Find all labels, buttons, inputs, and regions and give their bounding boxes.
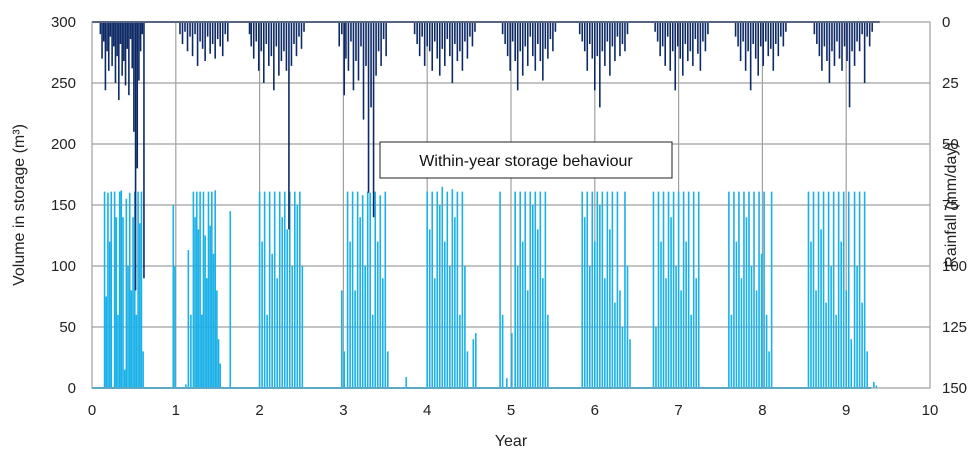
y-left-tick-label: 300 xyxy=(51,14,76,31)
x-tick-label: 7 xyxy=(674,402,682,419)
plot-frame xyxy=(91,21,931,389)
y-right-tick-label: 0 xyxy=(942,14,950,31)
x-axis-ticks: 0 1 2 3 4 5 6 7 8 9 10 xyxy=(88,402,939,419)
y-left-tick-label: 200 xyxy=(51,136,76,153)
rainfall-series xyxy=(92,21,880,291)
y-left-tick-label: 50 xyxy=(59,319,76,336)
x-tick-label: 10 xyxy=(922,402,939,419)
x-tick-label: 3 xyxy=(339,402,347,419)
x-tick-label: 0 xyxy=(88,402,96,419)
x-tick-label: 1 xyxy=(172,402,180,419)
y-left-axis-ticks: 0 50 100 150 200 250 300 xyxy=(51,14,76,397)
storage-series xyxy=(92,186,878,389)
y-right-tick-label: 125 xyxy=(942,319,967,336)
x-axis-title: Year xyxy=(495,433,528,450)
x-tick-label: 2 xyxy=(255,402,263,419)
x-tick-label: 9 xyxy=(842,402,850,419)
annotation-box: Within-year storage behaviour xyxy=(379,141,673,179)
x-tick-label: 5 xyxy=(507,402,515,419)
y-left-tick-label: 100 xyxy=(51,258,76,275)
y-right-tick-label: 150 xyxy=(942,380,967,397)
y-left-tick-label: 150 xyxy=(51,197,76,214)
y-right-axis-ticks: 0 25 50 75 100 125 150 xyxy=(942,14,967,397)
y-right-tick-label: 100 xyxy=(942,258,967,275)
y-right-tick-label: 75 xyxy=(942,197,959,214)
y-left-axis-title: Volume in storage (m³) xyxy=(11,124,28,286)
y-left-tick-label: 0 xyxy=(68,380,76,397)
y-right-tick-label: 50 xyxy=(942,136,959,153)
x-tick-label: 4 xyxy=(423,402,431,419)
y-right-axis-title: Rainfall (mm/day) xyxy=(943,142,960,267)
y-right-tick-label: 25 xyxy=(942,75,959,92)
annotation-text: Within-year storage behaviour xyxy=(419,153,633,170)
y-left-tick-label: 250 xyxy=(51,75,76,92)
x-tick-label: 6 xyxy=(591,402,599,419)
x-tick-label: 8 xyxy=(758,402,766,419)
